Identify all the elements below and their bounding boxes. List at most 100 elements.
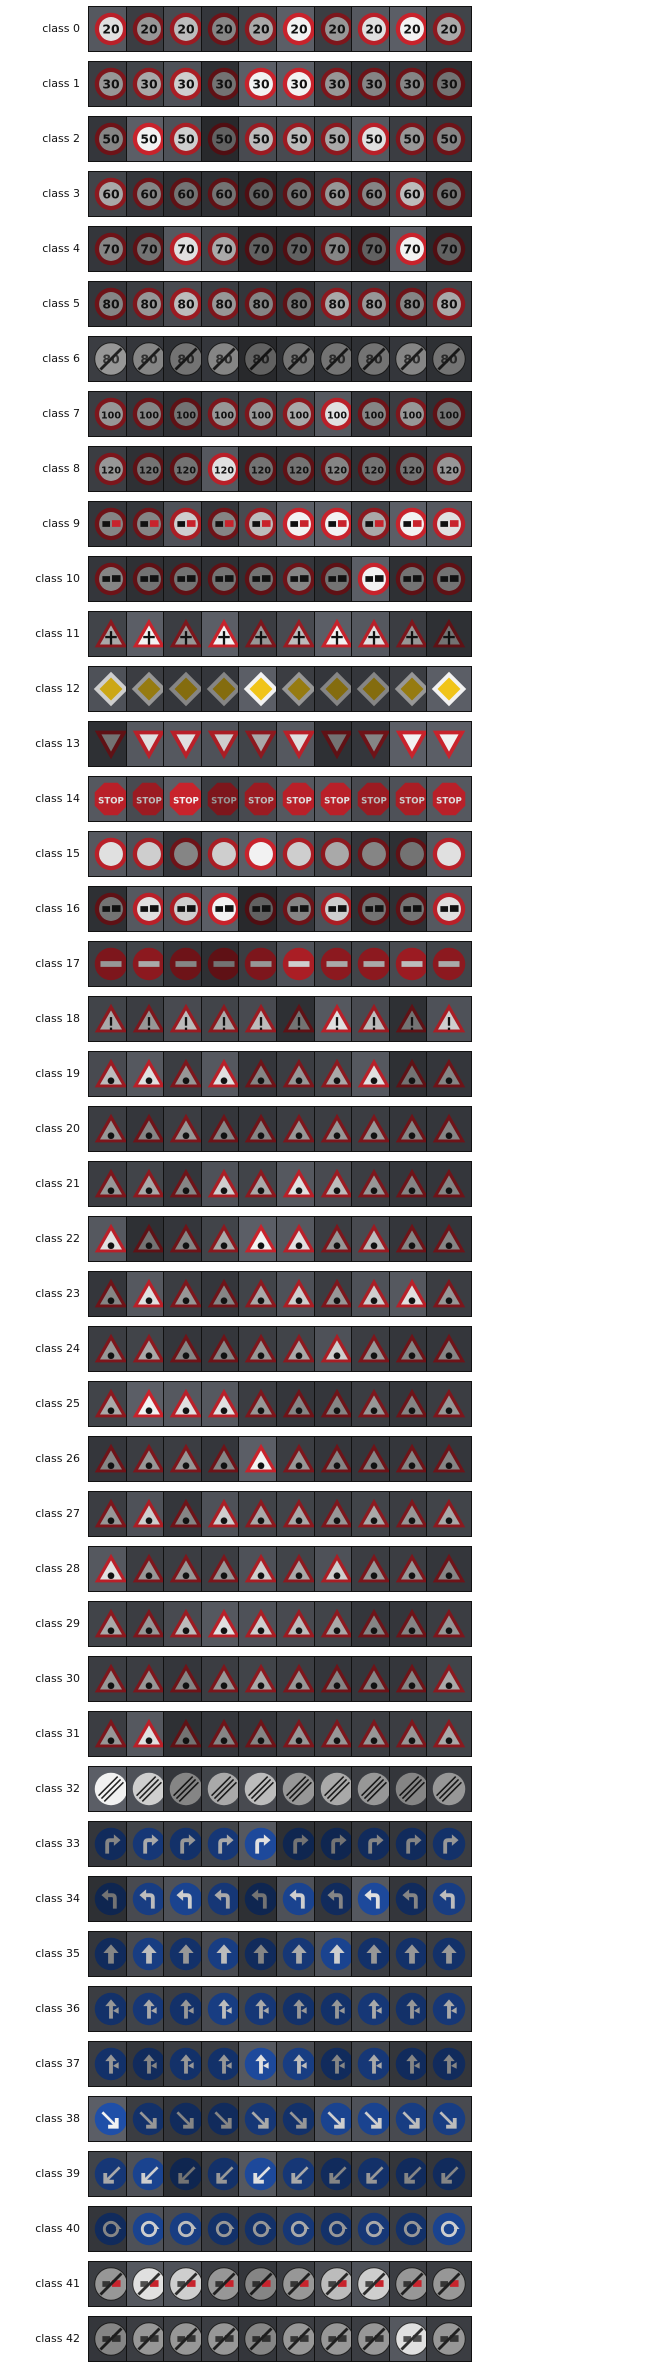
row-label: class 29 [35, 1617, 80, 1630]
svg-text:60: 60 [441, 186, 459, 201]
svg-text:60: 60 [366, 186, 384, 201]
svg-text:STOP: STOP [286, 796, 312, 806]
svg-text:20: 20 [215, 21, 233, 36]
sample-image [426, 1711, 473, 1757]
svg-text:120: 120 [439, 465, 459, 476]
row-label: class 4 [42, 242, 80, 255]
svg-text:60: 60 [403, 186, 421, 201]
row-label: class 39 [35, 2167, 80, 2180]
sample-image [426, 1546, 473, 1592]
sample-image [200, 2261, 247, 2307]
svg-text:60: 60 [290, 186, 308, 201]
sample-image [426, 1381, 473, 1427]
svg-text:20: 20 [140, 21, 158, 36]
sample-image: 60 [426, 171, 473, 217]
svg-text:70: 70 [290, 241, 308, 256]
svg-text:30: 30 [366, 76, 384, 91]
sample-image [426, 1106, 473, 1152]
sample-image [426, 1601, 473, 1647]
row-label: class 13 [35, 737, 80, 750]
row-label: class 34 [35, 1892, 80, 1905]
svg-text:100: 100 [214, 410, 234, 421]
sample-image [238, 501, 285, 547]
row-label: class 0 [42, 22, 80, 35]
svg-text:100: 100 [139, 410, 159, 421]
row-label: class 30 [35, 1672, 80, 1685]
svg-text:70: 70 [328, 241, 346, 256]
row-label: class 23 [35, 1287, 80, 1300]
svg-text:50: 50 [441, 131, 459, 146]
svg-text:80: 80 [328, 296, 346, 311]
row-label: class 7 [42, 407, 80, 420]
row-label: class 28 [35, 1562, 80, 1575]
row-label: class 12 [35, 682, 80, 695]
row-label: class 2 [42, 132, 80, 145]
sample-image: 100 [426, 391, 473, 437]
row-label: class 33 [35, 1837, 80, 1850]
sample-image [426, 886, 473, 932]
sample-image [426, 2261, 473, 2307]
row-label: class 3 [42, 187, 80, 200]
svg-text:100: 100 [327, 410, 347, 421]
sample-image [88, 1931, 134, 1977]
svg-text:STOP: STOP [399, 796, 425, 806]
row-label: class 18 [35, 1012, 80, 1025]
sample-image [163, 556, 210, 602]
svg-text:STOP: STOP [136, 796, 162, 806]
row-label: class 5 [42, 297, 80, 310]
row-label: class 17 [35, 957, 80, 970]
sample-image [426, 556, 473, 602]
svg-text:50: 50 [328, 131, 346, 146]
svg-text:70: 70 [253, 241, 271, 256]
row-label: class 40 [35, 2222, 80, 2235]
svg-text:80: 80 [102, 296, 120, 311]
svg-text:100: 100 [439, 410, 459, 421]
svg-text:120: 120 [176, 465, 196, 476]
sample-image: 70 [426, 226, 473, 272]
row-label: class 14 [35, 792, 80, 805]
sample-image: 50 [426, 116, 473, 162]
svg-text:70: 70 [403, 241, 421, 256]
row-label: class 11 [35, 627, 80, 640]
svg-text:80: 80 [403, 296, 421, 311]
sample-image [351, 2206, 398, 2252]
sample-image [200, 1821, 247, 1867]
svg-text:20: 20 [290, 21, 308, 36]
row-label: class 42 [35, 2332, 80, 2345]
svg-text:70: 70 [366, 241, 384, 256]
sample-image [426, 2096, 473, 2142]
row-label: class 32 [35, 1782, 80, 1795]
svg-text:120: 120 [101, 465, 121, 476]
svg-text:120: 120 [251, 465, 271, 476]
svg-text:100: 100 [364, 410, 384, 421]
sample-image [426, 831, 473, 877]
sample-image [313, 1601, 360, 1647]
svg-text:STOP: STOP [249, 796, 275, 806]
row-label: class 24 [35, 1342, 80, 1355]
svg-text:70: 70 [441, 241, 459, 256]
svg-text:70: 70 [102, 241, 120, 256]
sample-image: 60 [88, 171, 134, 217]
sample-image [351, 886, 398, 932]
sample-image [88, 831, 134, 877]
row-label: class 38 [35, 2112, 80, 2125]
sample-image [426, 1326, 473, 1372]
svg-text:80: 80 [215, 296, 233, 311]
svg-text:120: 120 [289, 465, 309, 476]
svg-text:60: 60 [215, 186, 233, 201]
svg-text:STOP: STOP [437, 796, 463, 806]
svg-text:80: 80 [253, 296, 271, 311]
svg-text:30: 30 [178, 76, 196, 91]
sample-image [313, 941, 360, 987]
sample-image [351, 2316, 398, 2362]
sample-image [426, 941, 473, 987]
svg-text:STOP: STOP [98, 796, 124, 806]
svg-text:30: 30 [140, 76, 158, 91]
sample-image [388, 2261, 435, 2307]
sample-image [426, 2316, 473, 2362]
svg-text:20: 20 [441, 21, 459, 36]
svg-text:50: 50 [140, 131, 158, 146]
sample-image: 120 [426, 446, 473, 492]
svg-text:120: 120 [364, 465, 384, 476]
